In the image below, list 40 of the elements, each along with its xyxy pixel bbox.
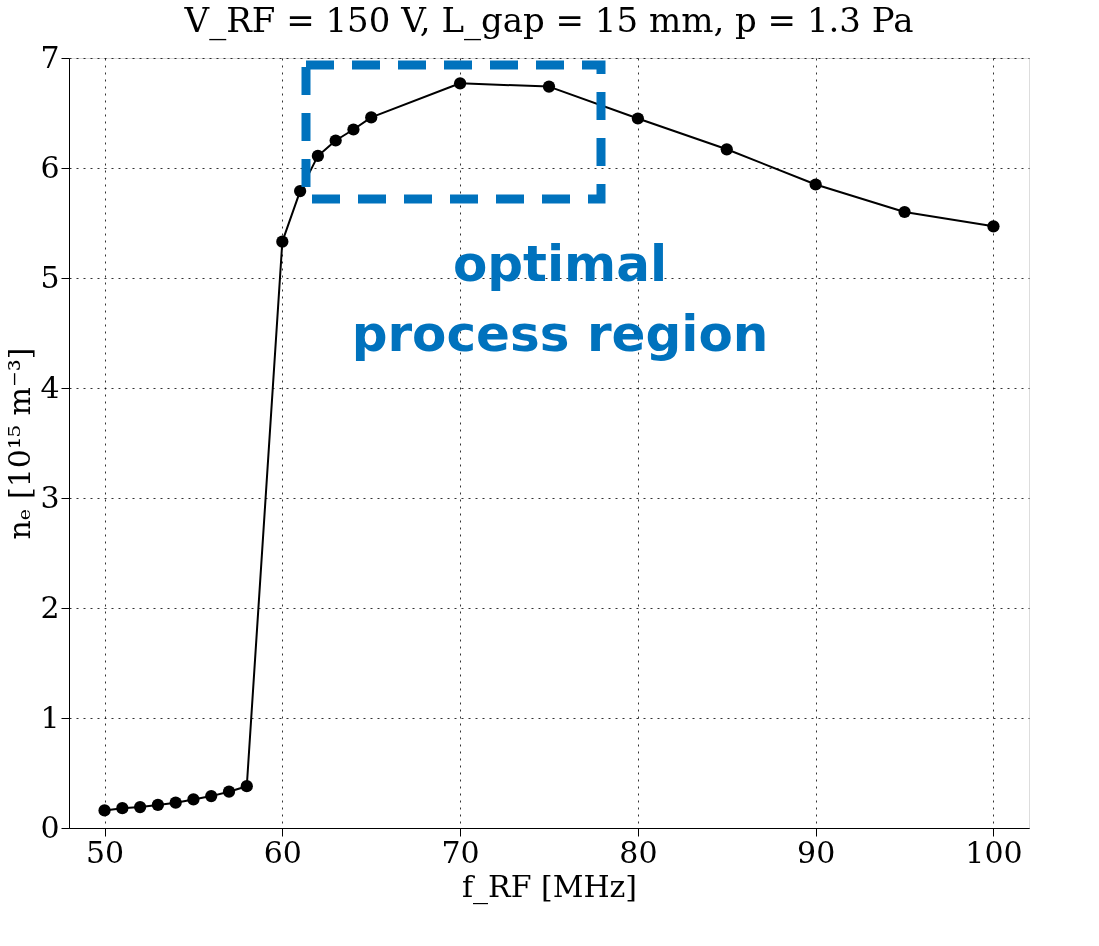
x-tick-label: 50: [85, 834, 125, 870]
y-tick-label: 4: [40, 369, 60, 405]
chart-title: V_RF = 150 V, L_gap = 15 mm, p = 1.3 Pa: [183, 0, 914, 41]
y-tick-label: 7: [40, 39, 60, 75]
y-tick-label: 0: [40, 809, 60, 845]
point: [311, 149, 325, 163]
point: [347, 123, 360, 136]
point: [293, 184, 307, 198]
point: [329, 134, 342, 147]
point: [222, 785, 236, 798]
point: [187, 793, 200, 806]
x-axis-title: f_RF [MHz]: [461, 868, 638, 905]
point: [116, 802, 129, 815]
x-tick-label: 70: [441, 834, 480, 870]
y-tick-label: 1: [40, 699, 60, 735]
point: [542, 80, 556, 93]
point: [276, 235, 289, 248]
annotation: optimal process region: [351, 235, 769, 363]
x-tick-label: 80: [619, 834, 658, 870]
point: [151, 798, 165, 812]
point: [809, 178, 822, 191]
point: [133, 800, 147, 814]
point: [631, 112, 645, 125]
y-tick-label: 3: [40, 479, 60, 515]
point: [240, 780, 253, 793]
point: [987, 220, 1000, 233]
x-tick-label: 90: [797, 834, 836, 870]
point: [205, 789, 218, 803]
point: [365, 111, 378, 124]
x-tick-label: 60: [263, 834, 302, 870]
y-axis-title: nₑ [10¹⁵ m⁻³]: [2, 347, 38, 540]
y-tick-label: 6: [40, 149, 60, 185]
y-tick-label: 5: [40, 259, 60, 295]
point: [169, 796, 182, 809]
point: [453, 77, 467, 90]
point: [898, 205, 911, 219]
point: [98, 804, 111, 817]
x-tick-label: 100: [965, 834, 1023, 870]
point: [720, 143, 733, 156]
y-tick-label: 2: [40, 589, 60, 625]
